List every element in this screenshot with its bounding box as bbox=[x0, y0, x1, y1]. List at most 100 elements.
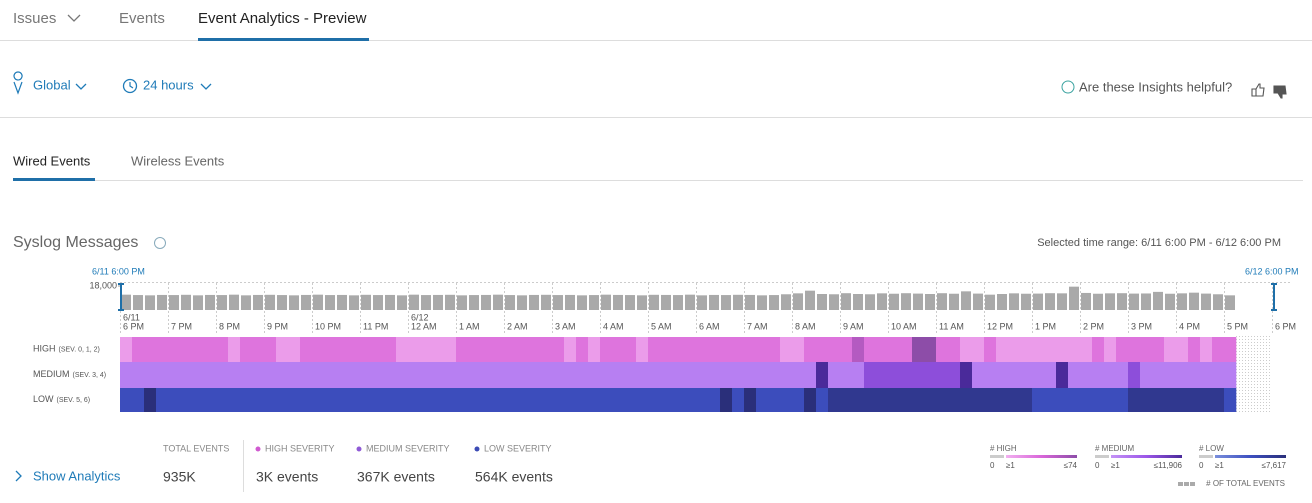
summary-value: 564K events bbox=[475, 469, 553, 485]
heat-cell bbox=[528, 388, 541, 412]
nav-tab[interactable]: Issues bbox=[13, 10, 56, 27]
heat-cell bbox=[768, 337, 781, 362]
bar bbox=[637, 295, 647, 310]
heat-cell bbox=[1212, 362, 1225, 388]
heat-cell bbox=[276, 388, 289, 412]
heat-cell bbox=[1176, 337, 1189, 362]
heat-cell bbox=[1032, 388, 1045, 412]
bar bbox=[385, 294, 395, 310]
sub-tab[interactable]: Wired Events bbox=[13, 153, 91, 168]
row-note: (SEV. 5, 6) bbox=[57, 397, 91, 404]
heat-cell bbox=[432, 337, 445, 362]
severity-dot bbox=[474, 446, 480, 452]
heat-cell bbox=[300, 388, 313, 412]
heat-cell bbox=[612, 388, 625, 412]
heat-cell bbox=[1152, 388, 1165, 412]
chevron[interactable] bbox=[15, 470, 22, 482]
bar bbox=[1117, 293, 1127, 310]
summary-value: 367K events bbox=[357, 469, 435, 485]
heat-cell bbox=[1092, 362, 1105, 388]
heat-cell bbox=[552, 362, 565, 388]
heat-cell bbox=[156, 388, 169, 412]
heat-cell bbox=[528, 337, 541, 362]
bar bbox=[697, 295, 707, 310]
heat-cell bbox=[372, 388, 385, 412]
chart-subtitle: Selected time range: 6/11 6:00 PM - 6/12… bbox=[1037, 237, 1281, 249]
bar bbox=[409, 294, 419, 310]
heat-cell bbox=[984, 388, 997, 412]
bar bbox=[661, 294, 671, 310]
heat-cell bbox=[864, 362, 877, 388]
thumbs-up[interactable] bbox=[1251, 83, 1265, 97]
y-tick-label: 18,000 bbox=[89, 280, 117, 290]
heat-cell bbox=[1128, 362, 1141, 388]
location-filter[interactable]: Global bbox=[33, 77, 71, 92]
heat-cell bbox=[144, 362, 157, 388]
chevron[interactable] bbox=[75, 83, 87, 90]
row-note: (SEV. 3, 4) bbox=[73, 372, 107, 379]
sub-tab[interactable]: Wireless Events bbox=[131, 153, 225, 168]
heat-cell bbox=[168, 337, 181, 362]
heat-cell bbox=[720, 388, 733, 412]
heat-cell bbox=[660, 362, 673, 388]
heat-cell bbox=[948, 362, 961, 388]
heat-cell bbox=[1164, 388, 1177, 412]
x-tick-label: 2 PM bbox=[1083, 321, 1104, 331]
brush-handle[interactable] bbox=[1271, 283, 1277, 311]
legend-tick-label: ≤11,906 bbox=[1154, 461, 1183, 470]
severity-dot bbox=[356, 446, 362, 452]
heat-cell bbox=[444, 337, 457, 362]
legend-zero-swatch bbox=[1095, 455, 1109, 458]
bar bbox=[973, 293, 983, 310]
time-filter[interactable]: 24 hours bbox=[143, 77, 194, 92]
heat-cell bbox=[588, 388, 601, 412]
heat-cell bbox=[960, 337, 973, 362]
heat-cell bbox=[456, 337, 469, 362]
range-start: 6/11 6:00 PM bbox=[92, 266, 145, 276]
heat-cell bbox=[360, 362, 373, 388]
bar bbox=[1105, 293, 1115, 310]
info-icon bbox=[154, 237, 166, 249]
thumbs-down[interactable] bbox=[1273, 85, 1287, 99]
nav-tab[interactable]: Event Analytics - Preview bbox=[198, 10, 367, 27]
heat-cell bbox=[888, 388, 901, 412]
x-tick-label: 8 AM bbox=[795, 321, 816, 331]
x-tick-label: 4 PM bbox=[1179, 321, 1200, 331]
bar bbox=[1225, 295, 1235, 310]
heat-cell bbox=[540, 337, 553, 362]
heat-cell bbox=[924, 388, 937, 412]
chevron[interactable] bbox=[67, 14, 81, 22]
heat-cell bbox=[696, 337, 709, 362]
heat-cell bbox=[360, 388, 373, 412]
heat-cell bbox=[1044, 337, 1057, 362]
nav-tab[interactable]: Events bbox=[119, 10, 165, 27]
summary-label: HIGH SEVERITY bbox=[265, 443, 335, 453]
heat-cell bbox=[552, 388, 565, 412]
heat-cell bbox=[492, 362, 505, 388]
x-tick-label: 7 PM bbox=[171, 321, 192, 331]
brush-handle[interactable] bbox=[118, 283, 124, 311]
x-tick-label: 3 AM bbox=[555, 321, 576, 331]
show-analytics[interactable]: Show Analytics bbox=[33, 468, 121, 483]
heat-cell bbox=[1044, 388, 1057, 412]
heat-cell bbox=[636, 362, 649, 388]
row-name: MEDIUM bbox=[33, 369, 70, 379]
chevron[interactable] bbox=[200, 83, 212, 90]
bar bbox=[1057, 293, 1067, 310]
heat-cell bbox=[1188, 362, 1201, 388]
bar bbox=[469, 295, 479, 310]
heat-cell bbox=[672, 388, 685, 412]
heat-cell bbox=[636, 337, 649, 362]
x-tick-label: 7 AM bbox=[747, 321, 768, 331]
heat-cell bbox=[168, 388, 181, 412]
heat-cell bbox=[120, 337, 133, 362]
heat-cell bbox=[588, 337, 601, 362]
heat-cell bbox=[276, 337, 289, 362]
bar bbox=[241, 295, 251, 310]
x-tick-label: 9 PM bbox=[267, 321, 288, 331]
heat-cell bbox=[132, 362, 145, 388]
heat-cell bbox=[1164, 362, 1177, 388]
bar bbox=[673, 295, 683, 310]
bar bbox=[1201, 293, 1211, 310]
heat-cell bbox=[1224, 388, 1237, 412]
